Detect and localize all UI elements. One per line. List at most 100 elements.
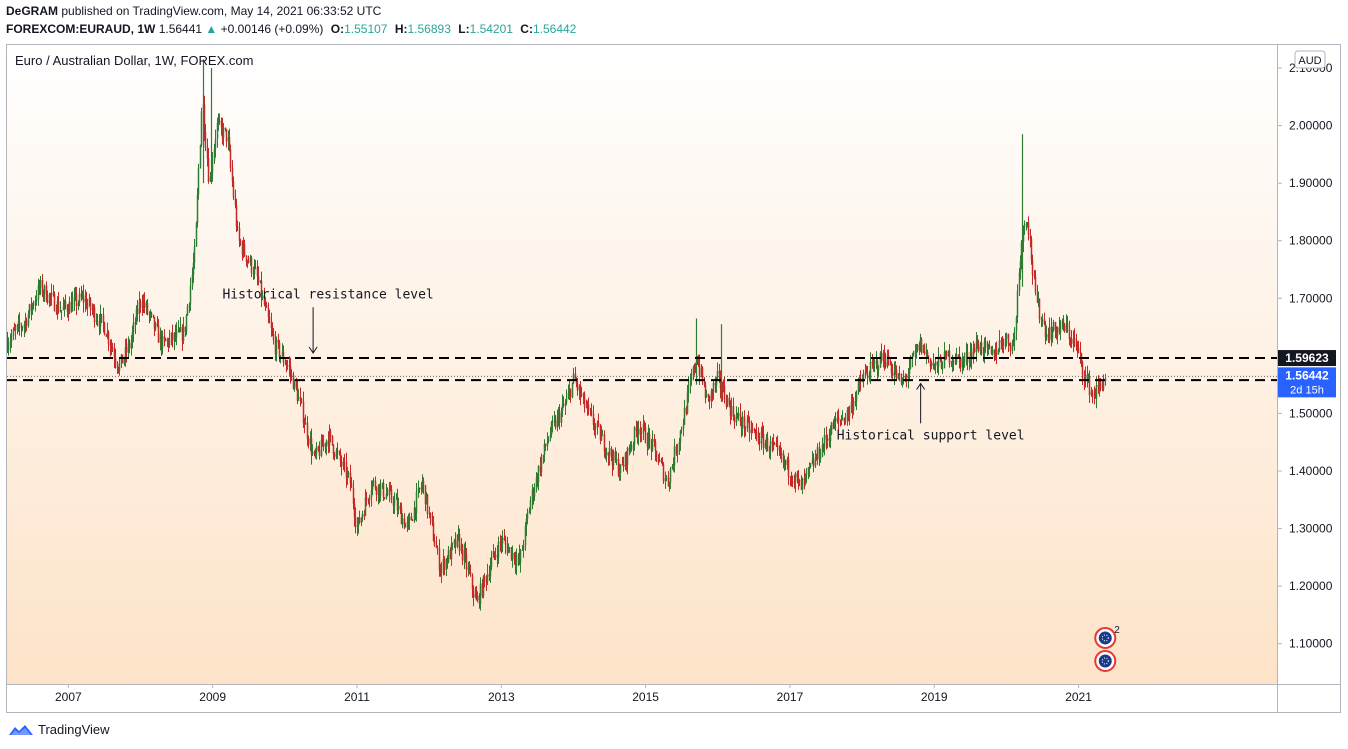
candle-body [117,367,120,371]
candle-body [440,566,443,574]
candle-body [936,361,939,367]
author-name[interactable]: DeGRAM [6,4,59,18]
currency-badge[interactable] [1294,50,1326,69]
tradingview-footer[interactable]: TradingView [8,722,110,737]
candle-body [850,402,853,409]
candle-body [504,539,507,545]
candle-body [762,433,765,448]
candle-body [526,513,529,519]
candle-body [411,520,414,522]
candle-body [120,354,123,364]
candle-body [551,421,554,423]
candle-body [923,345,926,355]
candle-body [1020,241,1023,261]
candle-body [500,543,503,545]
time-axis[interactable]: 2007 2009 2011 2013 2015 2017 2019 2021 [55,684,1092,704]
level-price-tag[interactable] [1278,350,1336,367]
event-markers[interactable]: 2 [1094,625,1120,672]
candle-body [453,540,456,544]
published-text: published on TradingView.com, May 14, 20… [61,4,382,18]
candle-body [912,355,915,357]
candle-body [499,541,502,544]
candle-body [315,446,318,454]
candle-body [197,167,200,195]
annotations: Historical resistance level Historical su… [222,287,1024,443]
candle-body [714,382,717,386]
candle-body [973,347,976,352]
candle-body [264,304,267,306]
candle-body [415,492,418,514]
candle-body [833,418,836,430]
candle-body [801,478,804,490]
candle-body [744,427,747,430]
candle-body [13,329,16,331]
candle-body [721,388,724,392]
candle-body [698,364,701,376]
candle-body [116,363,119,368]
candle-body [191,274,194,286]
candle-body [1044,323,1047,338]
candle-body [239,240,242,244]
candle-body [383,497,386,499]
candle-body [764,443,767,448]
current-price-tag[interactable] [1278,367,1336,398]
candle-body [604,451,607,455]
candle-body [578,386,581,391]
flag-stars-icon [1101,634,1109,642]
candle-body [576,383,579,391]
candle-body [536,477,539,482]
candle-body [106,332,109,337]
candle-body [643,423,646,428]
candle-body [961,357,964,368]
candle-body [345,462,348,479]
candle-body [787,459,790,477]
candle-body [642,423,645,431]
candle-body [546,442,549,447]
candle-body [160,333,163,349]
candle-body [7,344,10,351]
candle-body [815,457,818,460]
candle-body [100,314,103,316]
candle-body [55,310,58,313]
candle-body [1101,384,1104,390]
candle-body [579,386,582,396]
candle-body [279,355,282,358]
candle-body [736,414,739,417]
price-tick-label: 2.00000 [1289,119,1333,133]
candle-body [664,478,667,482]
candle-body [417,488,420,493]
candle-body [803,478,806,480]
candle-body [296,387,299,402]
candle-body [371,481,374,491]
candle-body [210,173,213,177]
candle-body [779,450,782,456]
price-chart[interactable]: Historical resistance level Historical su… [7,45,1340,712]
candle-body [28,304,31,315]
candle-body [610,448,613,458]
candle-body [60,309,63,311]
candle-body [680,429,683,431]
symbol-label[interactable]: FOREXCOM:EURAUD, 1W [6,22,156,36]
candle-body [772,443,775,445]
candle-body [361,513,364,518]
candle-body [667,477,670,486]
candle-body [211,160,214,174]
candle-body [722,385,725,392]
candle-body [98,322,101,327]
price-axis[interactable]: 2.100002.000001.900001.800001.700001.600… [1277,61,1336,651]
candle-body [1088,376,1091,396]
candle-body [241,243,244,255]
candle-body [954,362,957,364]
candle-body [1097,384,1100,387]
candle-body [988,345,991,349]
price-tick-label: 1.90000 [1289,176,1333,190]
candle-body [290,373,293,375]
candle-body [994,349,997,359]
candle-body [685,407,688,414]
candle-body [611,457,614,466]
candle-body [811,460,814,464]
candle-body [156,323,159,326]
candle-body [242,243,245,255]
candle-body [451,543,454,545]
candle-body [236,226,239,228]
